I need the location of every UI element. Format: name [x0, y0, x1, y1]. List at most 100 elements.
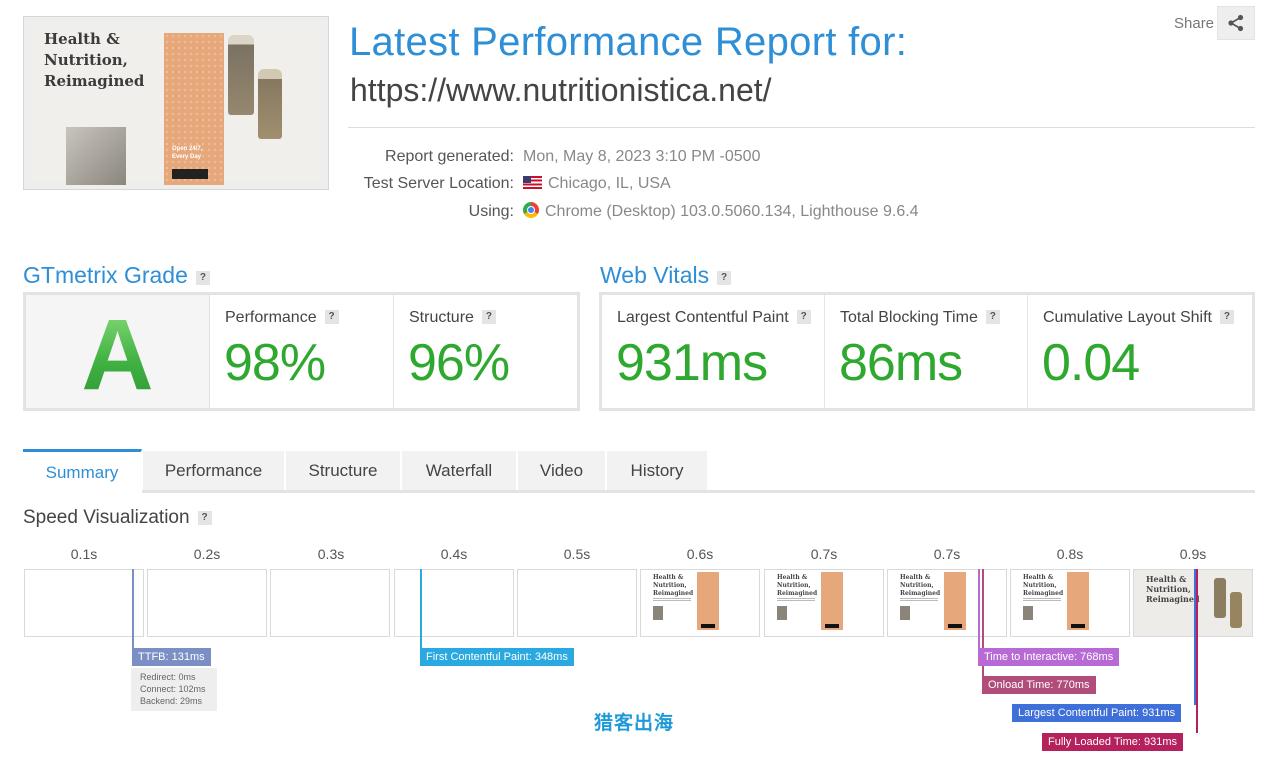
- help-icon[interactable]: ?: [796, 310, 811, 324]
- performance-label: Performance?: [225, 309, 339, 327]
- filmstrip-frame[interactable]: Health & Nutrition, Reimagined: [1133, 569, 1253, 637]
- frame-photo: [900, 606, 910, 620]
- fcp-marker-line: [420, 569, 422, 649]
- frame-button: [701, 624, 715, 628]
- time-tick: 0.2s: [193, 546, 221, 562]
- cls-cell: Cumulative Layout Shift? 0.04: [1028, 295, 1252, 408]
- filmstrip-frame[interactable]: [517, 569, 637, 637]
- help-icon[interactable]: ?: [195, 271, 210, 285]
- frame-title: Health & Nutrition, Reimagined: [777, 574, 818, 597]
- tbt-cell: Total Blocking Time? 86ms: [825, 295, 1028, 408]
- ttfb-redirect: Redirect: 0ms: [140, 672, 196, 682]
- onload-marker-line: [982, 569, 984, 677]
- time-tick: 0.5s: [563, 546, 591, 562]
- frame-button: [948, 624, 962, 628]
- share-icon: [1228, 14, 1244, 32]
- help-icon[interactable]: ?: [324, 310, 339, 324]
- tab-performance[interactable]: Performance: [143, 451, 285, 490]
- structure-value: 96%: [408, 334, 510, 392]
- share-button[interactable]: [1217, 6, 1255, 40]
- ttfb-connect: Connect: 102ms: [140, 684, 206, 694]
- frame-banner: [697, 572, 719, 630]
- filmstrip-frame[interactable]: [24, 569, 144, 637]
- frame-title: Health & Nutrition, Reimagined: [900, 574, 941, 597]
- frame-paragraph: [777, 598, 815, 602]
- time-tick: 0.7s: [810, 546, 838, 562]
- tti-marker-line: [978, 569, 980, 649]
- help-icon[interactable]: ?: [717, 271, 732, 285]
- tab-summary[interactable]: Summary: [23, 449, 142, 493]
- us-flag-icon: [523, 176, 542, 189]
- structure-label: Structure?: [409, 309, 496, 327]
- gtmetrix-grade-panel: A Performance? 98% Structure? 96%: [23, 292, 580, 411]
- filmstrip-frame[interactable]: Health & Nutrition, Reimagined: [1010, 569, 1130, 637]
- tab-history[interactable]: History: [607, 451, 708, 490]
- time-tick: 0.8s: [1056, 546, 1084, 562]
- web-vitals-heading: Web Vitals?: [600, 262, 732, 289]
- thumbnail-tagline: Open 24/7, Every Day: [172, 146, 203, 160]
- filmstrip-frame[interactable]: [394, 569, 514, 637]
- frame-photo: [1023, 606, 1033, 620]
- tbt-value: 86ms: [839, 334, 963, 392]
- ttfb-label: TTFB: 131ms: [132, 648, 211, 666]
- thumbnail-jar: [228, 35, 254, 115]
- tab-waterfall[interactable]: Waterfall: [402, 451, 517, 490]
- filmstrip-frame[interactable]: [270, 569, 390, 637]
- meta-label: Using:: [468, 203, 514, 220]
- frame-paragraph: [900, 598, 938, 602]
- filmstrip-frame[interactable]: Health & Nutrition, Reimagined: [640, 569, 760, 637]
- performance-value: 98%: [224, 334, 326, 392]
- filmstrip-frame[interactable]: [147, 569, 267, 637]
- cls-label: Cumulative Layout Shift?: [1043, 309, 1234, 327]
- grade-letter: A: [81, 298, 154, 411]
- filmstrip-frame[interactable]: Health & Nutrition, Reimagined: [887, 569, 1007, 637]
- meta-value: Chrome (Desktop) 103.0.5060.134, Lightho…: [545, 203, 919, 220]
- tab-video[interactable]: Video: [518, 451, 606, 490]
- help-icon[interactable]: ?: [985, 310, 1000, 324]
- web-vitals-panel: Largest Contentful Paint? 931ms Total Bl…: [599, 292, 1255, 411]
- frame-jar: [1214, 578, 1226, 618]
- time-tick: 0.6s: [686, 546, 714, 562]
- time-tick: 0.4s: [440, 546, 468, 562]
- frame-banner: [944, 572, 966, 630]
- share-label: Share: [1174, 15, 1215, 32]
- frame-banner: [1067, 572, 1089, 630]
- help-icon[interactable]: ?: [481, 310, 496, 324]
- header-divider: [348, 127, 1255, 128]
- lcp-value: 931ms: [616, 334, 768, 392]
- meta-using: Using: Chrome (Desktop) 103.0.5060.134, L…: [340, 202, 919, 221]
- ttfb-backend: Backend: 29ms: [140, 696, 203, 706]
- help-icon[interactable]: ?: [197, 511, 212, 525]
- frame-button: [825, 624, 839, 628]
- report-tabs: Summary Performance Structure Waterfall …: [23, 449, 1255, 493]
- tab-structure[interactable]: Structure: [286, 451, 401, 490]
- gtmetrix-grade-title: GTmetrix Grade: [23, 262, 188, 288]
- filmstrip-frame[interactable]: Health & Nutrition, Reimagined: [764, 569, 884, 637]
- thumbnail-banner: Open 24/7, Every Day: [164, 33, 224, 185]
- frame-photo: [653, 606, 663, 620]
- thumbnail-paragraph: [44, 101, 124, 108]
- page-screenshot-thumbnail[interactable]: Health & Nutrition, Reimagined Open 24/7…: [23, 16, 329, 190]
- lcp-marker-label: Largest Contentful Paint: 931ms: [1012, 704, 1182, 722]
- meta-label: Report generated:: [385, 148, 514, 165]
- thumbnail-title: Health & Nutrition, Reimagined: [44, 30, 145, 90]
- fully-loaded-label: Fully Loaded Time: 931ms: [1042, 733, 1184, 751]
- frame-banner: [821, 572, 843, 630]
- fcp-label: First Contentful Paint: 348ms: [420, 648, 574, 666]
- frame-title: Health & Nutrition, Reimagined: [1146, 574, 1200, 604]
- time-tick: 0.3s: [317, 546, 345, 562]
- ttfb-marker-line: [132, 569, 134, 649]
- ttfb-breakdown: Redirect: 0ms Connect: 102ms Backend: 29…: [131, 668, 217, 711]
- thumbnail-canvas: Health & Nutrition, Reimagined Open 24/7…: [32, 25, 320, 185]
- report-url[interactable]: https://www.nutritionistica.net/: [350, 72, 772, 108]
- meta-server-location: Test Server Location: Chicago, IL, USA: [340, 175, 671, 193]
- performance-score-cell: Performance? 98%: [210, 295, 394, 408]
- web-vitals-title: Web Vitals: [600, 262, 710, 288]
- speed-visualization-title: Speed Visualization: [23, 507, 190, 528]
- meta-label: Test Server Location:: [363, 175, 514, 192]
- gtmetrix-grade-heading: GTmetrix Grade?: [23, 262, 210, 289]
- lcp-cell: Largest Contentful Paint? 931ms: [602, 295, 825, 408]
- frame-photo: [777, 606, 787, 620]
- grade-cell: A: [26, 295, 210, 408]
- help-icon[interactable]: ?: [1219, 310, 1234, 324]
